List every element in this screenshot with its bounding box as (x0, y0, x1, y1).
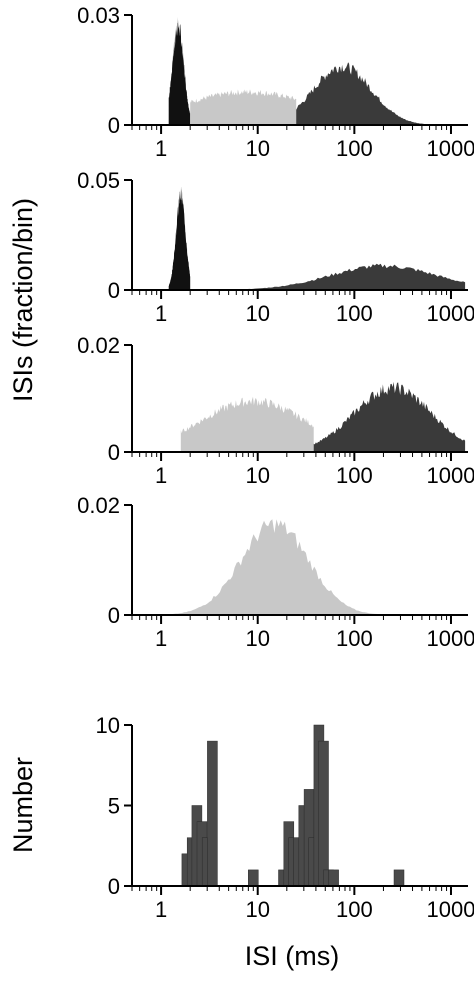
x-tick-label: 10 (245, 301, 269, 326)
x-tick-label: 10 (245, 626, 269, 651)
histogram-bar (393, 869, 405, 887)
series-1-area (168, 17, 191, 125)
histogram-bar (207, 740, 218, 887)
histogram-bar (318, 740, 329, 887)
x-tick-label: 1 (155, 301, 167, 326)
panel-3: 1 10 100 1000 0 0.02 (77, 333, 474, 488)
x-tick-label: 1 (155, 463, 167, 488)
series-1-area (168, 187, 191, 290)
x-tick-label: 100 (336, 301, 373, 326)
y-tick-label: 0 (108, 603, 120, 628)
series-2-area (313, 381, 466, 452)
x-tick-label: 100 (336, 626, 373, 651)
series-1-area (161, 519, 455, 615)
x-tick-label: 10 (245, 897, 269, 922)
x-tick-label: 100 (336, 897, 373, 922)
series-3-area (296, 62, 436, 125)
y-tick-label: 0.05 (77, 168, 120, 193)
y-tick-label: 0 (108, 440, 120, 465)
y-tick-label: 5 (108, 794, 120, 819)
x-axis-label: ISI (ms) (245, 941, 340, 971)
x-tick-label: 100 (336, 463, 373, 488)
series-1-area (180, 396, 314, 452)
panel-2: 1 10 100 1000 0 0.05 (77, 168, 474, 326)
x-tick-label: 1000 (427, 897, 474, 922)
y-tick-label: 0.03 (77, 3, 120, 28)
x-tick-label: 1000 (427, 626, 474, 651)
x-tick-label: 1 (155, 136, 167, 161)
y-axis-label-fraction: ISIs (fraction/bin) (8, 198, 38, 402)
y-axis-label-number: Number (8, 757, 38, 853)
panel-4: 1 10 100 1000 0 0.02 (77, 493, 474, 651)
x-tick-label: 1 (155, 626, 167, 651)
x-tick-label: 1 (155, 897, 167, 922)
panel-1: 1 10 100 1000 0 0.03 (77, 3, 474, 161)
series-2-area (190, 263, 466, 290)
panel-5: 1 10 100 1000 0 5 10 (96, 713, 474, 922)
x-tick-label: 1000 (427, 463, 474, 488)
y-tick-label: 10 (96, 713, 120, 738)
histogram-bar (328, 869, 339, 887)
x-tick-label: 10 (245, 463, 269, 488)
x-tick-label: 1000 (427, 301, 474, 326)
y-tick-label: 0 (108, 278, 120, 303)
y-tick-label: 0.02 (77, 493, 120, 518)
histogram-bar (248, 869, 259, 887)
y-tick-label: 0 (108, 874, 120, 899)
y-tick-label: 0.02 (77, 333, 120, 358)
series-2-area (190, 89, 297, 125)
x-tick-label: 1000 (427, 136, 474, 161)
x-tick-label: 100 (336, 136, 373, 161)
x-tick-label: 10 (245, 136, 269, 161)
y-tick-label: 0 (108, 113, 120, 138)
